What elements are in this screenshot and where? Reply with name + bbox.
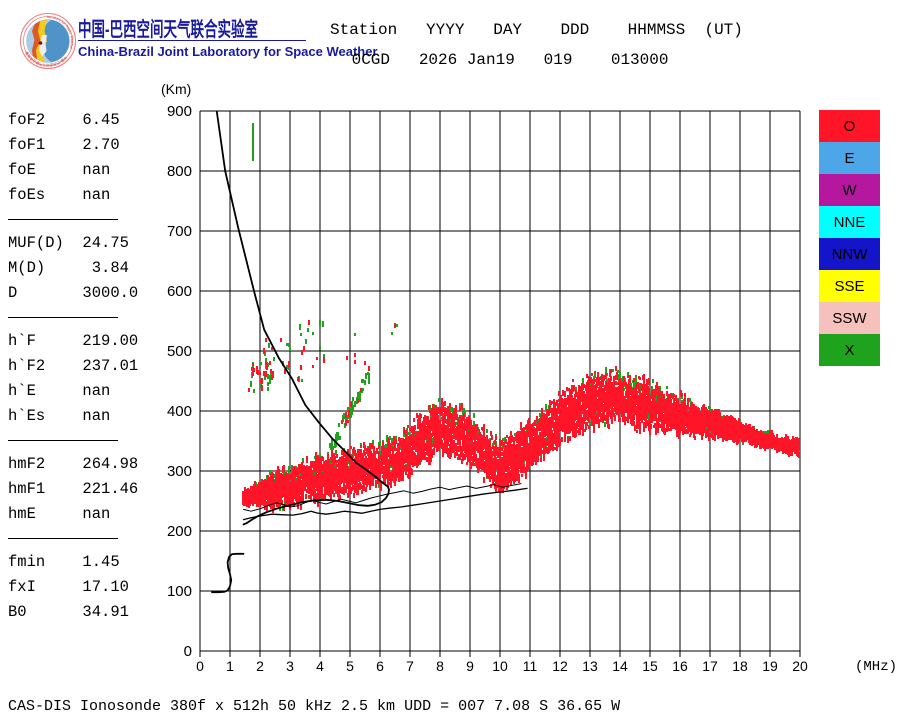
svg-text:14: 14: [612, 658, 628, 674]
svg-text:13: 13: [582, 658, 598, 674]
svg-text:900: 900: [167, 103, 192, 120]
svg-text:4: 4: [316, 658, 324, 674]
svg-text:0: 0: [184, 643, 192, 660]
svg-text:9: 9: [466, 658, 474, 674]
svg-text:17: 17: [702, 658, 718, 674]
svg-text:E: E: [844, 150, 854, 167]
svg-text:2: 2: [256, 658, 264, 674]
svg-text:NNE: NNE: [834, 214, 866, 231]
svg-text:5: 5: [346, 658, 354, 674]
svg-text:1: 1: [226, 658, 234, 674]
svg-text:800: 800: [167, 163, 192, 180]
svg-text:7: 7: [406, 658, 414, 674]
svg-text:18: 18: [732, 658, 748, 674]
svg-text:19: 19: [762, 658, 778, 674]
svg-text:700: 700: [167, 223, 192, 240]
svg-text:10: 10: [492, 658, 508, 674]
svg-text:0: 0: [196, 658, 204, 674]
svg-text:(MHz): (MHz): [855, 659, 897, 675]
svg-text:CAS-DIS Ionosonde 380f x 512h: CAS-DIS Ionosonde 380f x 512h 50 kHz 2.5…: [8, 698, 620, 715]
svg-text:3: 3: [286, 658, 294, 674]
svg-text:SSE: SSE: [834, 278, 864, 295]
svg-text:SSW: SSW: [832, 310, 867, 327]
svg-text:15: 15: [642, 658, 658, 674]
svg-text:400: 400: [167, 403, 192, 420]
svg-text:300: 300: [167, 463, 192, 480]
svg-text:(Km): (Km): [161, 81, 191, 97]
svg-text:100: 100: [167, 583, 192, 600]
svg-text:NNW: NNW: [832, 246, 869, 263]
svg-text:12: 12: [552, 658, 568, 674]
svg-text:X: X: [844, 342, 854, 359]
svg-text:W: W: [842, 182, 857, 199]
svg-text:8: 8: [436, 658, 444, 674]
svg-text:O: O: [844, 118, 856, 135]
svg-text:16: 16: [672, 658, 688, 674]
svg-text:11: 11: [523, 658, 538, 674]
svg-text:600: 600: [167, 283, 192, 300]
svg-text:500: 500: [167, 343, 192, 360]
svg-text:200: 200: [167, 523, 192, 540]
svg-text:20: 20: [792, 658, 808, 674]
svg-text:6: 6: [376, 658, 384, 674]
